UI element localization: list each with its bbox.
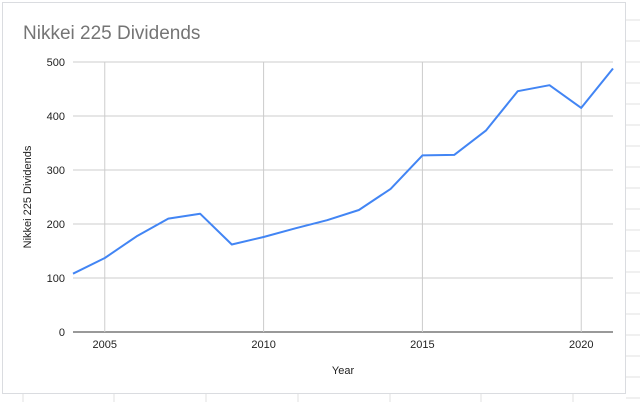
y-axis-title: Nikkei 225 Dividends: [22, 145, 34, 248]
data-point[interactable]: [483, 128, 489, 134]
data-point[interactable]: [419, 152, 425, 158]
x-tick-label: 2015: [410, 339, 434, 351]
y-tick-label: 100: [47, 273, 65, 285]
y-tick-label: 500: [47, 57, 65, 69]
y-tick-label: 200: [47, 219, 65, 231]
data-point[interactable]: [451, 152, 457, 158]
data-point[interactable]: [324, 217, 330, 223]
data-point[interactable]: [197, 211, 203, 217]
dividend-series-line[interactable]: [72, 67, 614, 275]
x-tick-label: 2010: [251, 339, 275, 351]
data-point[interactable]: [515, 88, 521, 94]
data-point[interactable]: [292, 225, 298, 231]
chart-container[interactable]: Nikkei 225 Dividends 0 100 200 300 400 500 200…: [2, 2, 626, 394]
y-tick-label: 300: [47, 165, 65, 177]
chart-title: Nikkei 225 Dividends: [23, 23, 201, 44]
data-point[interactable]: [546, 82, 552, 88]
x-tick-label: 2020: [569, 339, 593, 351]
data-point[interactable]: [70, 271, 76, 277]
data-point[interactable]: [134, 233, 140, 239]
data-point[interactable]: [229, 242, 235, 248]
x-tick-label: 2005: [93, 339, 117, 351]
data-point[interactable]: [578, 105, 584, 111]
data-point[interactable]: [261, 234, 267, 240]
x-axis-title: Year: [332, 365, 355, 377]
line-chart: 0 100 200 300 400 500 2005 2010 2015 2020 Year Nikk…: [22, 57, 616, 377]
data-point[interactable]: [102, 255, 108, 261]
y-tick-label: 400: [47, 111, 65, 123]
data-point[interactable]: [388, 186, 394, 192]
data-point[interactable]: [610, 65, 616, 71]
data-point[interactable]: [165, 216, 171, 222]
y-tick-label: 0: [59, 327, 65, 339]
data-point[interactable]: [356, 207, 362, 213]
